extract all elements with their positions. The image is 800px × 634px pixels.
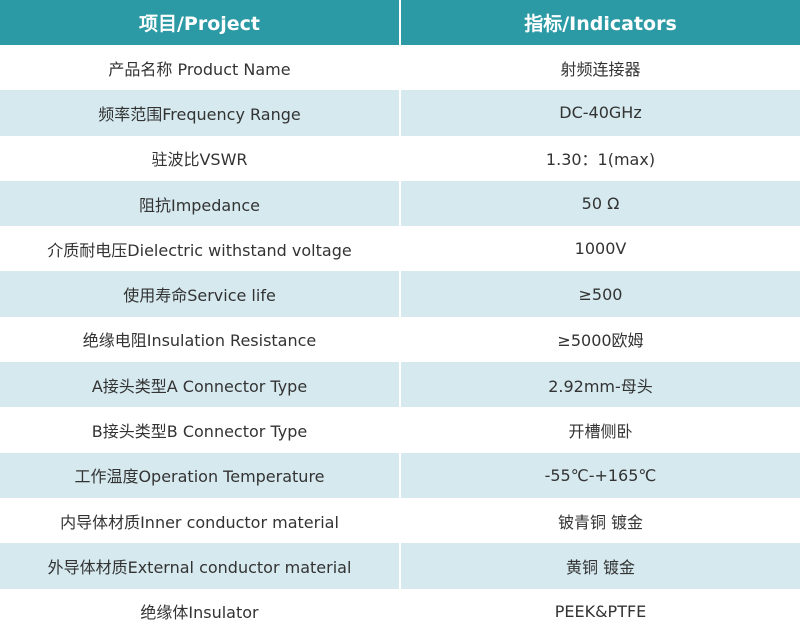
table-cell: 50 Ω <box>400 180 800 227</box>
table-cell: ≥5000欧姆 <box>557 331 644 351</box>
table-cell: 使用寿命Service life <box>0 271 401 317</box>
table-row: B接头类型B Connector Type 开槽侧卧 <box>0 407 800 453</box>
header-cell: 项目/Project <box>0 0 401 45</box>
table-cell: A接头类型A Connector Type <box>0 362 401 408</box>
table-cell: 1000V <box>574 239 627 259</box>
table-row: 频率范围Frequency Range DC-40GHz <box>0 90 800 136</box>
table-cell: 阻抗Impedance <box>0 180 401 227</box>
table-cell: 频率范围Frequency Range <box>0 90 401 136</box>
table-row: 绝缘体Insulator PEEK&PTFE <box>0 588 800 634</box>
table-cell: 绝缘体Insulator <box>0 588 401 634</box>
table-cell: 内导体材质Inner conductor material <box>0 497 401 544</box>
table-row: 工作温度Operation Temperature -55℃-+165℃ <box>0 452 800 498</box>
table-cell: B接头类型B Connector Type <box>0 407 401 453</box>
table-cell: 2.92mm-母头 <box>400 362 800 408</box>
table-row: 使用寿命Service life ≥500 <box>0 271 800 317</box>
table-row: A接头类型A Connector Type 2.92mm-母头 <box>0 362 800 408</box>
table-cell: 开槽侧卧 <box>568 422 633 442</box>
table-cell: 铍青铜 镀金 <box>557 512 644 532</box>
table-row: 产品名称 Product Name 射频连接器 <box>0 45 800 91</box>
table-cell: DC-40GHz <box>400 90 800 136</box>
table-cell: 产品名称 Product Name <box>0 45 401 91</box>
table-cell: 介质耐电压Dielectric withstand voltage <box>0 226 401 272</box>
table-cell: 射频连接器 <box>560 59 641 79</box>
table-row: 阻抗Impedance 50 Ω <box>0 180 800 227</box>
table-cell: 黄铜 镀金 <box>400 543 800 589</box>
table-row: 绝缘电阻Insulation Resistance ≥5000欧姆 <box>0 316 800 363</box>
header-cell: 指标/Indicators <box>400 0 800 45</box>
table-cell: 1.30：1(max) <box>545 150 656 170</box>
table-cell: PEEK&PTFE <box>554 601 647 621</box>
table-row: 外导体材质External conductor material 黄铜 镀金 <box>0 543 800 589</box>
table-cell: 外导体材质External conductor material <box>0 543 401 589</box>
table-row: 驻波比VSWR 1.30：1(max) <box>0 135 800 181</box>
header-row: 项目/Project 指标/Indicators <box>0 0 800 45</box>
table-cell: -55℃-+165℃ <box>400 452 800 498</box>
table-cell: 驻波比VSWR <box>0 135 401 181</box>
table-row: 内导体材质Inner conductor material 铍青铜 镀金 <box>0 497 800 544</box>
table-cell: 工作温度Operation Temperature <box>0 452 401 498</box>
table-row: 介质耐电压Dielectric withstand voltage 1000V <box>0 226 800 272</box>
table-cell: 绝缘电阻Insulation Resistance <box>0 316 401 363</box>
table-cell: ≥500 <box>400 271 800 317</box>
